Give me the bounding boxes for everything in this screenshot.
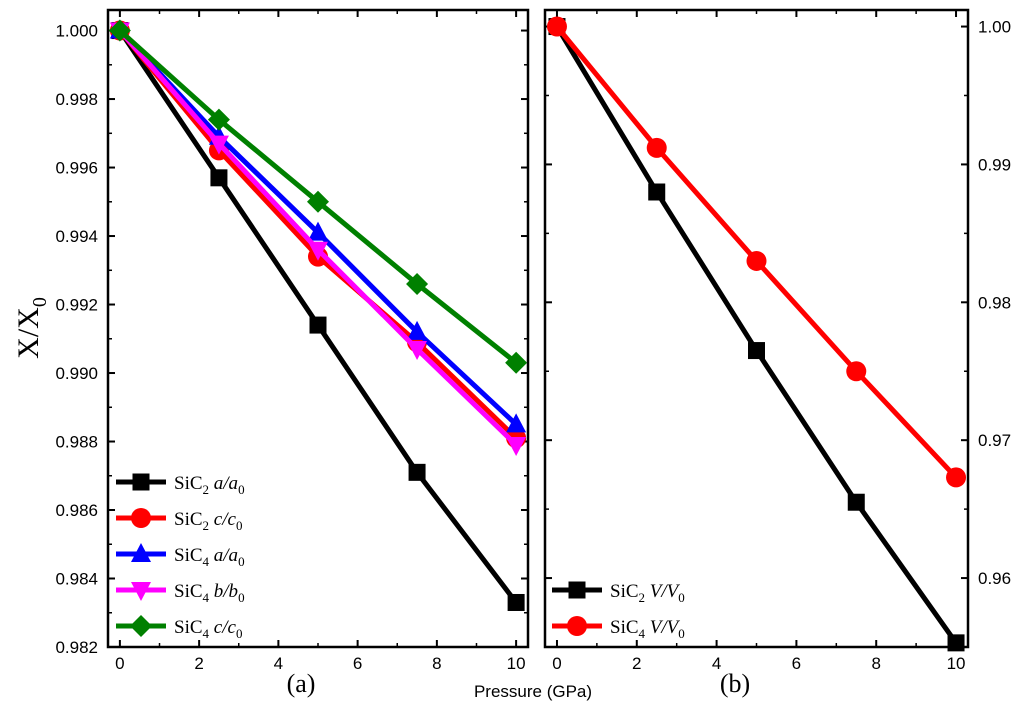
marker-circle — [646, 137, 667, 158]
legend-label: SiC4 c/c0 — [174, 617, 242, 641]
y-tick-label: 0.986 — [55, 501, 98, 520]
marker-circle — [567, 616, 587, 636]
legend-label: SiC4 b/b0 — [174, 581, 245, 605]
marker-circle — [746, 250, 767, 271]
marker-triangle-down — [208, 135, 229, 155]
marker-square — [309, 316, 327, 334]
marker-square — [210, 169, 228, 187]
marker-circle — [546, 16, 567, 37]
x-tick-label: 0 — [552, 654, 561, 673]
y-tick-label: 0.994 — [55, 227, 98, 246]
marker-circle — [846, 361, 867, 382]
panel-label: (a) — [287, 669, 316, 698]
marker-triangle-up — [407, 320, 428, 340]
y-tick-label: 0.99 — [978, 155, 1011, 174]
marker-square — [847, 493, 865, 511]
marker-triangle-up — [506, 413, 527, 433]
marker-square — [408, 463, 426, 481]
x-axis-label: Pressure (GPa) — [474, 682, 592, 701]
panel-a: 0 2 4 6 8 10 0.982 0.984 0.986 0.988 0.990 0.992 0.9… — [55, 8, 530, 698]
x-tick-label: 6 — [353, 654, 362, 673]
marker-diamond — [207, 108, 230, 131]
marker-square — [947, 634, 965, 652]
panel-b: 0 2 4 6 8 10 0.96 0.97 0.98 0.99 1.00 SiC2 V/V0 SiC4… — [543, 8, 1011, 698]
x-tick-label: 8 — [432, 654, 441, 673]
legend-label: SiC4 V/V0 — [610, 617, 685, 641]
y-tick-label: 0.988 — [55, 433, 98, 452]
x-tick-label: 4 — [712, 654, 721, 673]
x-tick-label: 0 — [115, 654, 124, 673]
marker-triangle-up — [308, 221, 328, 241]
y-tick-label: 0.998 — [55, 90, 98, 109]
x-tick-label: 6 — [792, 654, 801, 673]
y-tick-label: 1.000 — [55, 22, 98, 41]
marker-diamond — [406, 272, 429, 295]
marker-circle — [131, 508, 151, 528]
marker-triangle-down — [407, 341, 428, 361]
marker-diamond — [108, 19, 131, 42]
marker-square — [568, 581, 586, 599]
x-tick-label: 4 — [274, 654, 283, 673]
marker-square — [748, 342, 765, 360]
marker-diamond — [307, 190, 329, 213]
x-tick-label: 2 — [194, 654, 203, 673]
y-tick-label: 0.984 — [55, 570, 98, 589]
marker-square — [507, 593, 525, 611]
y-tick-label: 1.00 — [978, 18, 1011, 37]
y-tick-label: 0.97 — [978, 431, 1011, 450]
series-line — [554, 25, 959, 645]
x-tick-label: 10 — [947, 654, 966, 673]
marker-diamond — [505, 351, 528, 374]
x-tick-label: 10 — [507, 654, 526, 673]
y-tick-label: 0.990 — [55, 364, 98, 383]
y-tick-label: 0.96 — [978, 569, 1011, 588]
y-tick-label: 0.982 — [55, 638, 98, 657]
legend-label: SiC2 V/V0 — [610, 581, 685, 605]
x-tick-label: 8 — [871, 654, 880, 673]
marker-diamond — [130, 615, 152, 637]
marker-triangle-down — [308, 241, 328, 261]
legend-label: SiC2 c/c0 — [174, 509, 242, 533]
marker-triangle-down — [131, 582, 151, 601]
marker-square — [132, 473, 150, 491]
marker-triangle-down — [506, 436, 527, 456]
marker-circle — [946, 467, 967, 488]
y-tick-label: 0.98 — [978, 293, 1011, 312]
plot-frame — [543, 8, 970, 649]
panel-label: (b) — [720, 669, 750, 698]
y-tick-label: 0.996 — [55, 159, 98, 178]
legend-label: SiC4 a/a0 — [174, 545, 245, 569]
marker-triangle-up — [131, 543, 151, 562]
y-tick-label: 0.992 — [55, 296, 98, 315]
x-tick-label: 2 — [632, 654, 641, 673]
y-axis-label: X/X0 — [12, 297, 51, 359]
marker-square — [648, 183, 666, 201]
legend-label: SiC2 a/a0 — [174, 473, 245, 497]
